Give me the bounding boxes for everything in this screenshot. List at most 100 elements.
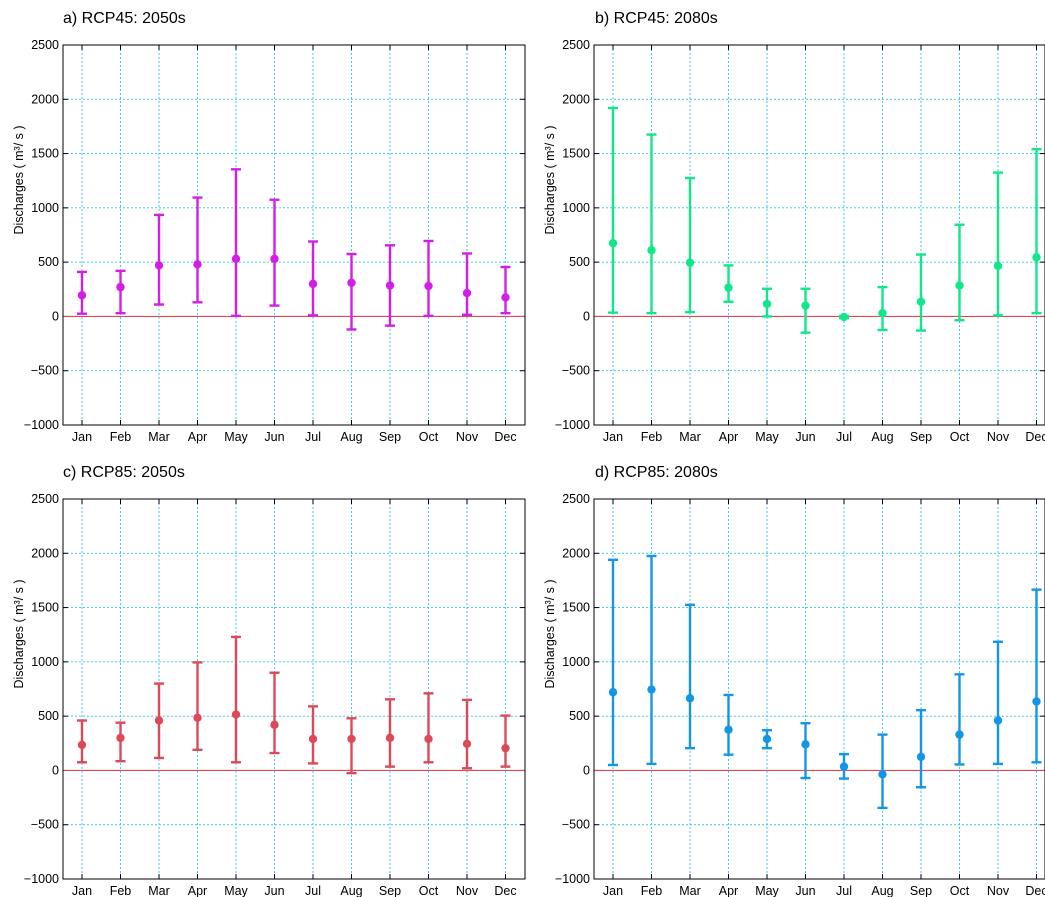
- error-bar-apr: [192, 196, 203, 304]
- x-tick-label: Dec: [1025, 884, 1045, 897]
- data-point: [116, 282, 125, 292]
- x-tick-label: Jun: [264, 884, 284, 897]
- data-point: [154, 261, 164, 270]
- data-point: [501, 293, 510, 302]
- y-tick-label: −1000: [24, 872, 59, 886]
- x-tick-label: Dec: [494, 430, 516, 444]
- x-tick-label: Jan: [72, 430, 92, 444]
- data-point: [916, 752, 926, 762]
- error-bar-oct: [954, 673, 965, 766]
- y-tick-label: 1500: [31, 601, 59, 615]
- data-point: [270, 720, 279, 730]
- y-tick-label: 2000: [31, 92, 59, 106]
- error-bar-feb: [115, 721, 126, 763]
- error-bar-dec: [500, 714, 511, 768]
- error-bar-oct: [423, 239, 434, 318]
- x-tick-label: Mar: [148, 884, 170, 897]
- x-tick-label: Jun: [795, 430, 815, 444]
- chart-title: a) RCP45: 2050s: [63, 10, 186, 27]
- error-bar-nov: [462, 698, 472, 770]
- x-tick-label: Sep: [379, 430, 401, 444]
- data-point: [424, 281, 433, 291]
- axes-frame: [62, 44, 526, 426]
- error-bar-jul: [308, 705, 318, 765]
- x-tick-label: Aug: [871, 884, 893, 897]
- error-bar-dec: [1031, 148, 1042, 315]
- y-tick-label: 2500: [562, 492, 590, 506]
- y-tick-label: 1500: [31, 147, 59, 161]
- x-tick-label: Mar: [679, 430, 701, 444]
- data-point: [308, 279, 318, 289]
- data-point: [724, 725, 733, 734]
- chart-panel-4: d) RCP85: 2080s −1000 −500 0 500 1000 1500 2000…: [543, 464, 1045, 897]
- data-point: [762, 299, 772, 309]
- error-bar-aug: [346, 717, 357, 775]
- x-tick-label: Dec: [1025, 430, 1045, 444]
- error-bar-jan: [608, 558, 618, 767]
- x-tick-label: Apr: [188, 884, 207, 897]
- data-point: [878, 308, 887, 318]
- data-point: [154, 716, 164, 725]
- error-bar-apr: [723, 264, 734, 303]
- data-point: [955, 730, 964, 739]
- data-point: [77, 740, 87, 750]
- error-bar-nov: [993, 640, 1003, 766]
- y-tick-label: 500: [38, 709, 59, 723]
- error-bar-jul: [308, 240, 318, 317]
- x-tick-label: May: [755, 884, 779, 897]
- data-point: [462, 288, 472, 298]
- y-tick-label: −500: [31, 818, 59, 832]
- y-tick-label: 1000: [562, 655, 590, 669]
- data-point: [685, 258, 695, 267]
- x-tick-label: Oct: [419, 884, 439, 897]
- x-tick-label: Oct: [419, 430, 439, 444]
- data-point: [724, 283, 733, 292]
- x-tick-label: Jul: [836, 430, 852, 444]
- error-bar-jan: [77, 719, 87, 764]
- y-tick-label: 500: [38, 255, 59, 269]
- x-tick-label: Jan: [603, 884, 623, 897]
- data-point: [916, 297, 926, 306]
- y-tick-label: 2500: [31, 38, 59, 52]
- y-tick-label: 500: [569, 255, 590, 269]
- y-tick-label: 500: [569, 709, 590, 723]
- x-tick-label: Aug: [871, 430, 893, 444]
- error-bar-aug: [877, 733, 888, 810]
- chart-title: c) RCP85: 2050s: [63, 464, 185, 481]
- data-point: [839, 312, 849, 322]
- data-point: [608, 238, 618, 248]
- x-tick-label: Feb: [110, 884, 132, 897]
- error-bar-aug: [877, 285, 888, 332]
- data-point: [347, 734, 356, 744]
- y-tick-label: 0: [583, 309, 590, 323]
- error-bar-feb: [646, 554, 657, 766]
- error-bar-dec: [500, 265, 511, 315]
- error-bar-jan: [608, 106, 618, 314]
- chart-panel-2: b) RCP45: 2080s −1000 −500 0 500 1000 1500 2000…: [543, 10, 1045, 444]
- data-point: [878, 770, 887, 779]
- chart-panel-1: a) RCP45: 2050s −1000 −500 0 500 1000 1500 2000…: [12, 10, 526, 444]
- x-tick-label: Feb: [641, 430, 663, 444]
- x-tick-label: May: [755, 430, 779, 444]
- axes-frame: [593, 498, 1045, 880]
- y-tick-label: −1000: [555, 418, 590, 432]
- error-bar-nov: [462, 252, 472, 316]
- y-tick-label: 0: [52, 309, 59, 323]
- y-tick-label: 2000: [562, 92, 590, 106]
- x-tick-label: Dec: [494, 884, 516, 897]
- y-axis-label: Discharges ( m³/ s ): [12, 125, 26, 234]
- error-bar-sep: [385, 698, 395, 768]
- x-tick-label: Apr: [719, 884, 738, 897]
- error-bar-mar: [154, 213, 164, 306]
- x-tick-label: Nov: [456, 430, 479, 444]
- error-bar-nov: [993, 171, 1003, 317]
- y-tick-label: −1000: [24, 418, 59, 432]
- error-bar-jun: [800, 722, 811, 780]
- error-bar-feb: [115, 269, 126, 315]
- data-point: [308, 734, 318, 744]
- x-tick-label: Mar: [679, 884, 701, 897]
- y-tick-label: 2000: [562, 546, 590, 560]
- x-tick-label: Mar: [148, 430, 170, 444]
- x-tick-label: Jul: [305, 884, 321, 897]
